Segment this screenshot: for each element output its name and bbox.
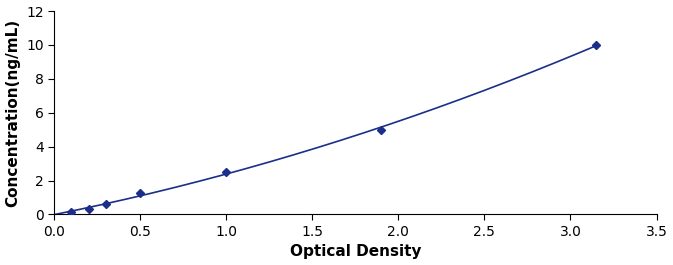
- X-axis label: Optical Density: Optical Density: [289, 244, 421, 259]
- Y-axis label: Concentration(ng/mL): Concentration(ng/mL): [5, 19, 21, 207]
